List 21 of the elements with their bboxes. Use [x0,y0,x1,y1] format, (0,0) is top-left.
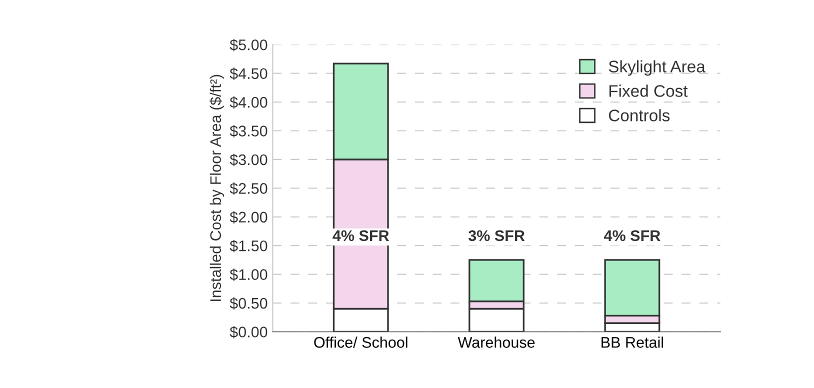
y-tick-label: $1.50 [230,240,268,252]
legend-label: Skylight Area [608,60,706,76]
y-axis-title: Installed Cost by Floor Area ($/ft²) [210,74,224,301]
annotation: 4% SFR [332,230,389,242]
y-tick-label: $1.00 [230,268,268,281]
legend-label: Controls [608,109,670,122]
y-tick-label: $0.00 [230,326,268,338]
y-tick-label: $4.00 [230,96,268,109]
y-tick-label: $4.50 [230,68,268,80]
x-tick-label: Office/ School [314,336,408,348]
x-tick-label: Warehouse [458,336,535,348]
y-tick-label: $3.50 [230,124,268,138]
y-tick-label: $3.00 [230,154,268,166]
annotation: 3% SFR [468,230,525,242]
y-tick-label: $0.50 [230,297,268,310]
y-tick-label: $5.00 [230,38,268,52]
y-tick-label: $2.00 [230,211,268,224]
legend-label: Fixed Cost [609,84,688,97]
y-tick-label: $2.50 [230,182,268,195]
annotation: 4% SFR [604,230,660,242]
x-tick-label: BB Retail [602,336,664,348]
